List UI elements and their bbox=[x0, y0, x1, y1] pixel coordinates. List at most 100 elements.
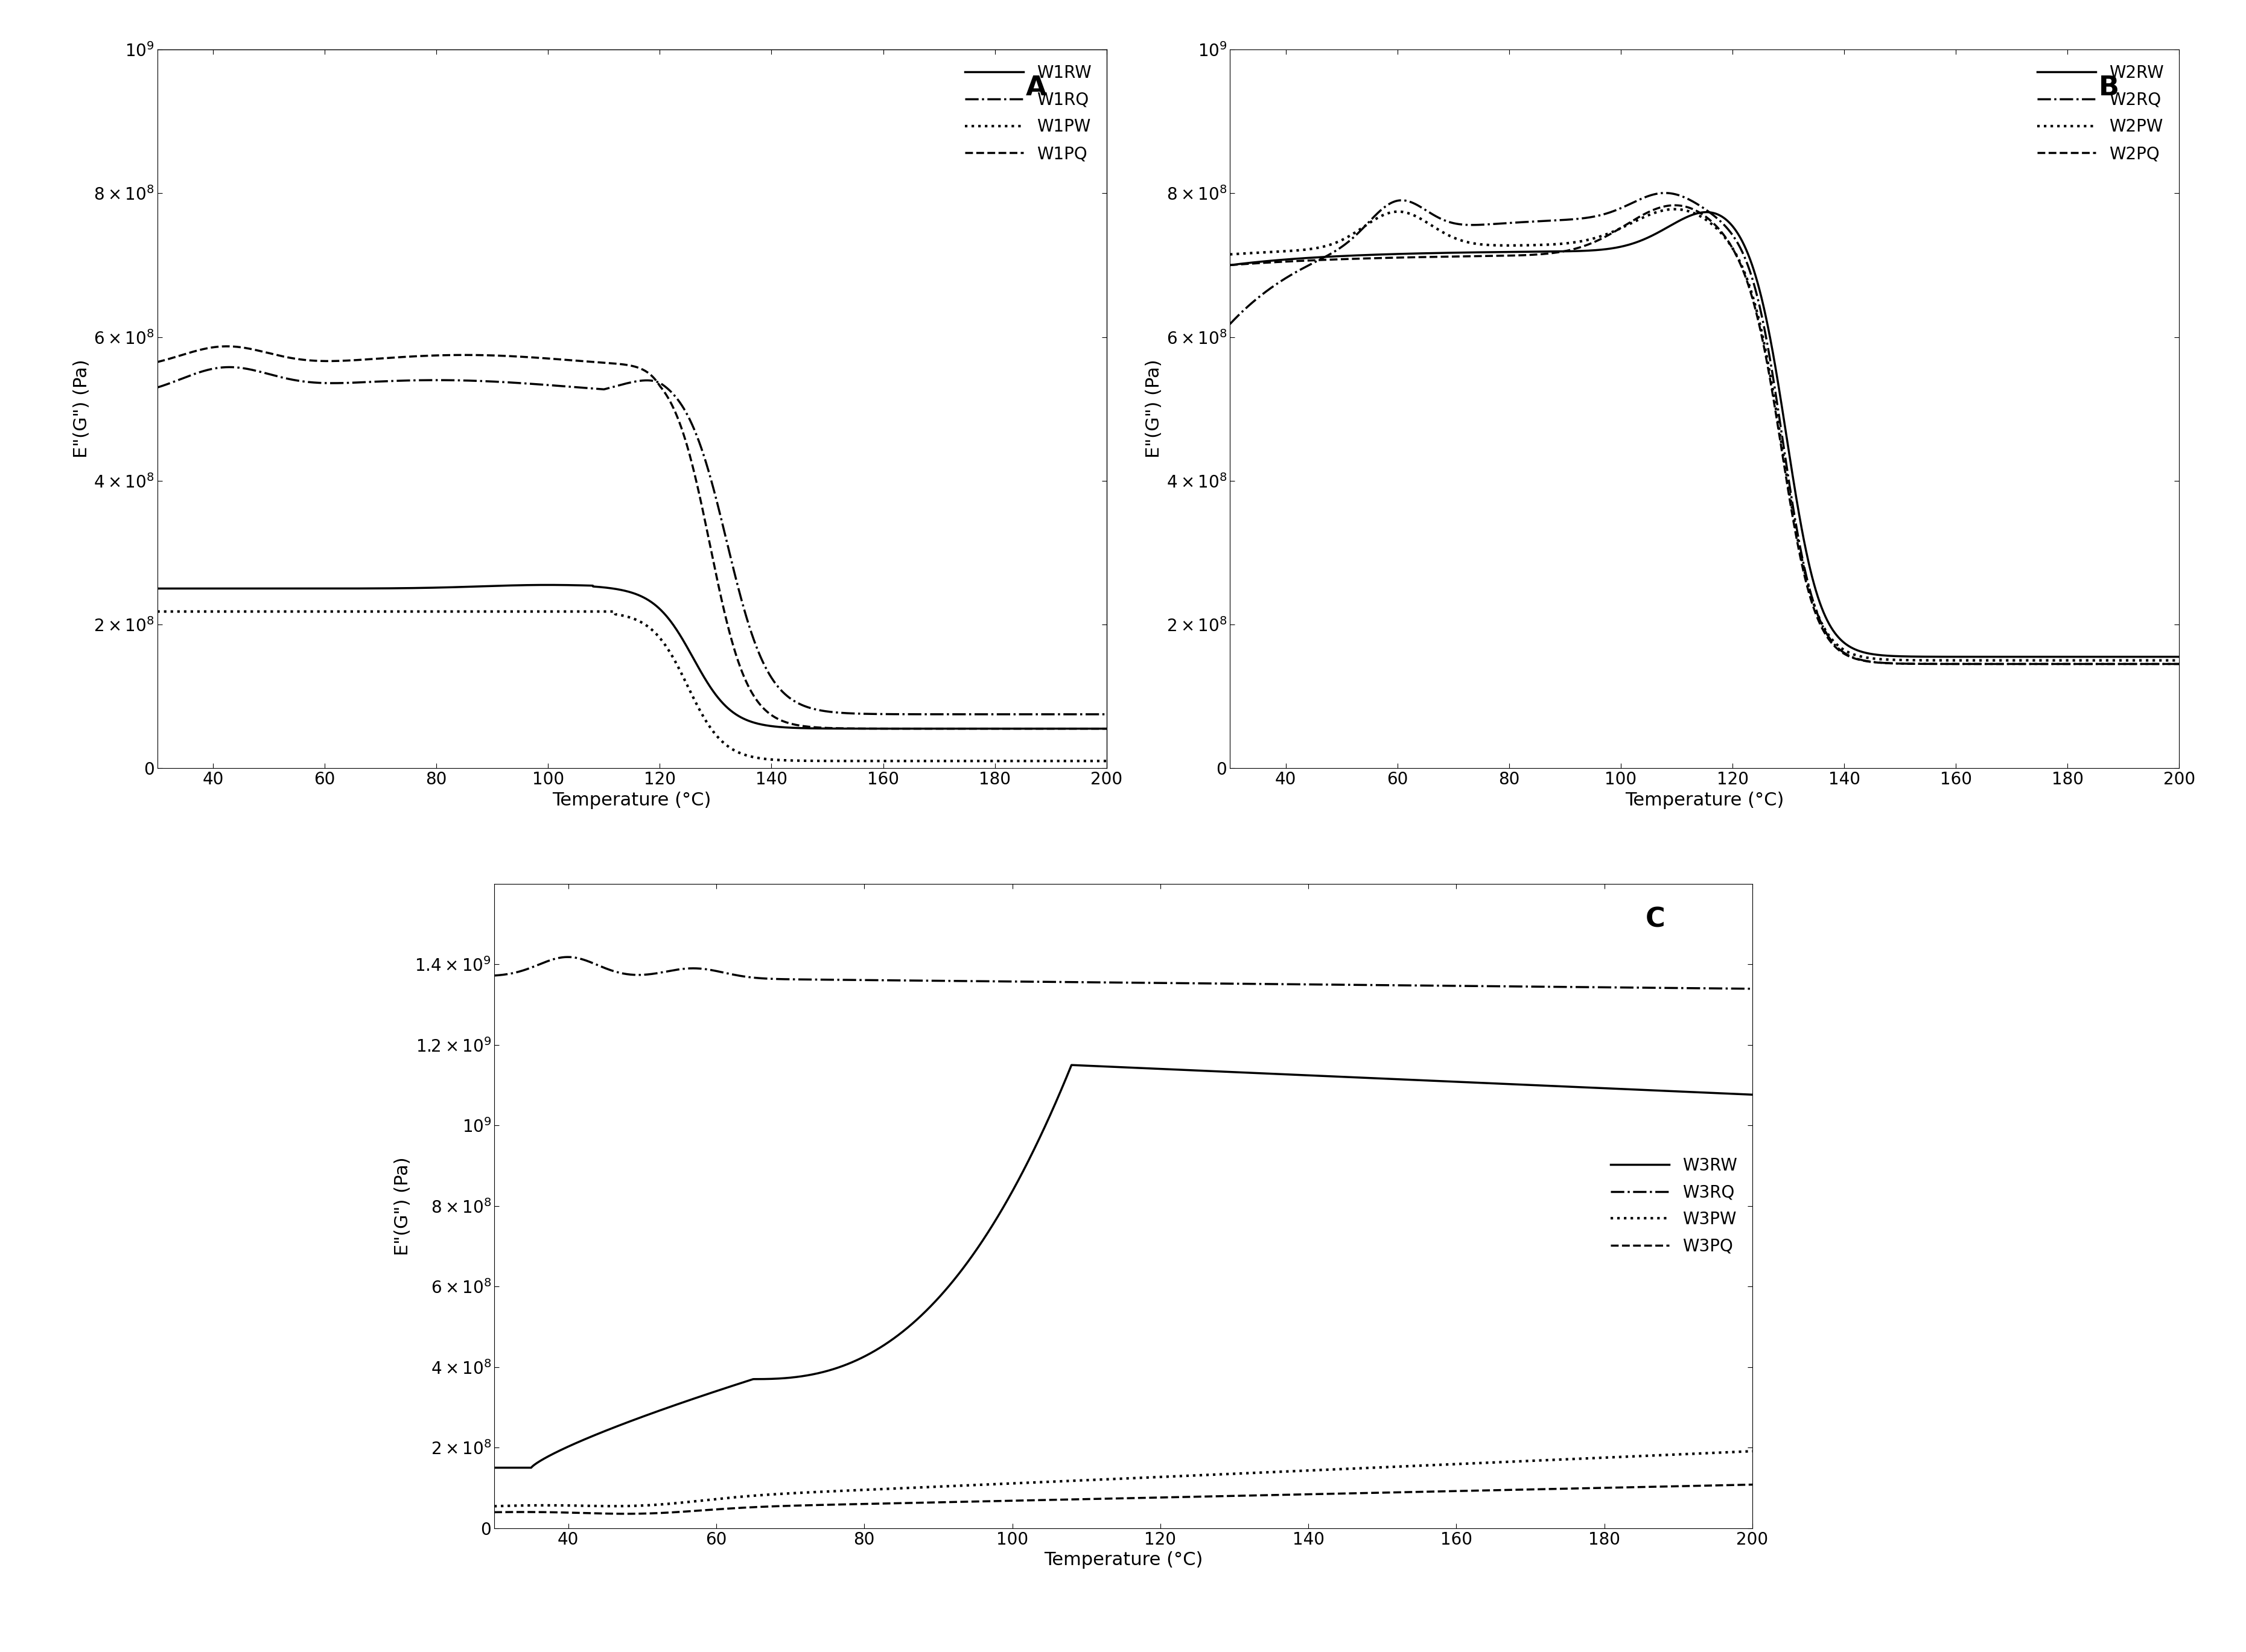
W3RW bbox=[481, 1457, 508, 1477]
W1PQ bbox=[213, 337, 240, 357]
W1PQ bbox=[1074, 719, 1101, 738]
W3PQ bbox=[481, 1502, 508, 1521]
W2RW bbox=[1622, 233, 1649, 253]
W1PW bbox=[308, 601, 335, 621]
W2PQ bbox=[1215, 256, 1242, 276]
Y-axis label: E"(G") (Pa): E"(G") (Pa) bbox=[72, 360, 90, 458]
W2PW bbox=[1325, 231, 1352, 251]
W1RQ bbox=[1094, 704, 1121, 724]
Line: W3RW: W3RW bbox=[494, 1066, 1752, 1467]
Y-axis label: E"(G") (Pa): E"(G") (Pa) bbox=[1145, 360, 1163, 458]
W1RW bbox=[1094, 719, 1121, 738]
W1PQ bbox=[548, 350, 575, 370]
W3RW bbox=[1738, 1085, 1765, 1105]
Line: W3PW: W3PW bbox=[494, 1450, 1752, 1507]
Line: W3RQ: W3RQ bbox=[494, 957, 1752, 990]
W1PQ bbox=[508, 347, 535, 367]
W3RQ bbox=[481, 966, 508, 986]
W2PW bbox=[1660, 200, 1687, 220]
W3PW bbox=[1579, 1449, 1606, 1469]
W2PQ bbox=[1381, 248, 1408, 268]
W3PW bbox=[699, 1490, 725, 1510]
Text: A: A bbox=[1026, 74, 1047, 101]
W1RW bbox=[508, 575, 535, 595]
W2RW bbox=[2044, 648, 2071, 667]
W1PQ bbox=[973, 719, 999, 738]
W2PW bbox=[1579, 228, 1606, 248]
W2PQ bbox=[1579, 233, 1606, 253]
W1RW bbox=[973, 719, 999, 738]
W2PQ bbox=[2165, 654, 2192, 674]
W2RQ bbox=[1651, 183, 1678, 203]
W2RW bbox=[1579, 241, 1606, 261]
W3PW bbox=[481, 1497, 508, 1517]
W3RQ bbox=[624, 965, 651, 985]
W2PW bbox=[1215, 244, 1242, 264]
W3RW bbox=[699, 1383, 725, 1403]
W1PQ bbox=[308, 352, 335, 372]
Y-axis label: E"(G") (Pa): E"(G") (Pa) bbox=[393, 1156, 411, 1256]
W3PQ bbox=[1579, 1479, 1606, 1498]
W2PQ bbox=[2044, 654, 2071, 674]
W1RW bbox=[535, 575, 562, 595]
W2RQ bbox=[1325, 240, 1352, 259]
Legend: W2RW, W2RQ, W2PW, W2PQ: W2RW, W2RQ, W2PW, W2PQ bbox=[2030, 58, 2170, 169]
W3RQ bbox=[1017, 971, 1044, 991]
W3RQ bbox=[1579, 978, 1606, 998]
W3RQ bbox=[555, 947, 582, 966]
W1RQ bbox=[308, 373, 335, 393]
W2RQ bbox=[1622, 192, 1649, 211]
W1RQ bbox=[548, 377, 575, 396]
W3RQ bbox=[964, 971, 990, 991]
W2PW bbox=[1381, 202, 1408, 221]
W2RW bbox=[1381, 244, 1408, 264]
W3PW bbox=[1738, 1441, 1765, 1460]
W2PW bbox=[2165, 651, 2192, 671]
W3RW bbox=[1579, 1077, 1606, 1097]
W1RQ bbox=[508, 373, 535, 393]
W3PQ bbox=[1714, 1475, 1741, 1495]
Line: W1RQ: W1RQ bbox=[157, 367, 1107, 714]
W3PW bbox=[1714, 1442, 1741, 1462]
Line: W3PQ: W3PQ bbox=[494, 1485, 1752, 1513]
W1RW bbox=[1074, 719, 1101, 738]
W3RW bbox=[1017, 1145, 1044, 1165]
W3PW bbox=[964, 1475, 990, 1495]
W1PW bbox=[1094, 752, 1121, 771]
W2RW bbox=[1215, 256, 1242, 276]
W3RW bbox=[1058, 1056, 1085, 1075]
W3RQ bbox=[1738, 980, 1765, 999]
W1RQ bbox=[216, 357, 243, 377]
W2PQ bbox=[1325, 249, 1352, 269]
W1RW bbox=[308, 578, 335, 598]
W1RQ bbox=[252, 363, 279, 383]
W2RW bbox=[2165, 648, 2192, 667]
W1PQ bbox=[144, 352, 171, 372]
W3PQ bbox=[613, 1503, 640, 1523]
W2RW bbox=[1325, 246, 1352, 266]
W2PW bbox=[1622, 211, 1649, 231]
W2RQ bbox=[2044, 654, 2071, 674]
W3PQ bbox=[964, 1492, 990, 1512]
W1PW bbox=[1074, 752, 1101, 771]
W1RW bbox=[548, 575, 575, 595]
Text: B: B bbox=[2098, 74, 2118, 101]
Legend: W1RW, W1RQ, W1PW, W1PQ: W1RW, W1RQ, W1PW, W1PQ bbox=[957, 58, 1098, 169]
Line: W2RW: W2RW bbox=[1229, 211, 2179, 657]
W2RW bbox=[1693, 202, 1720, 221]
W3RQ bbox=[699, 960, 725, 980]
W3PQ bbox=[624, 1503, 651, 1523]
W2PQ bbox=[1622, 210, 1649, 230]
Text: C: C bbox=[1644, 907, 1664, 932]
W2RQ bbox=[1579, 206, 1606, 226]
W2RQ bbox=[2147, 654, 2174, 674]
W2RQ bbox=[1215, 314, 1242, 334]
W3PQ bbox=[1017, 1490, 1044, 1510]
W2PW bbox=[2147, 651, 2174, 671]
W1RW bbox=[252, 578, 279, 598]
W1PW bbox=[548, 601, 575, 621]
W1PW bbox=[252, 601, 279, 621]
W1RQ bbox=[973, 704, 999, 724]
Line: W1PQ: W1PQ bbox=[157, 347, 1107, 729]
W1RW bbox=[144, 578, 171, 598]
